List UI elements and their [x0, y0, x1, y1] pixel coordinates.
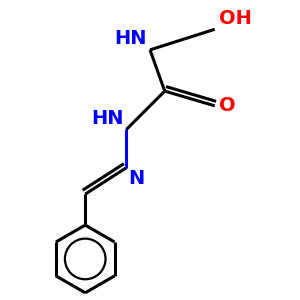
Text: HN: HN — [91, 109, 124, 128]
Text: OH: OH — [219, 9, 252, 28]
Text: O: O — [219, 96, 236, 115]
Text: N: N — [128, 169, 144, 188]
Text: HN: HN — [115, 29, 147, 48]
